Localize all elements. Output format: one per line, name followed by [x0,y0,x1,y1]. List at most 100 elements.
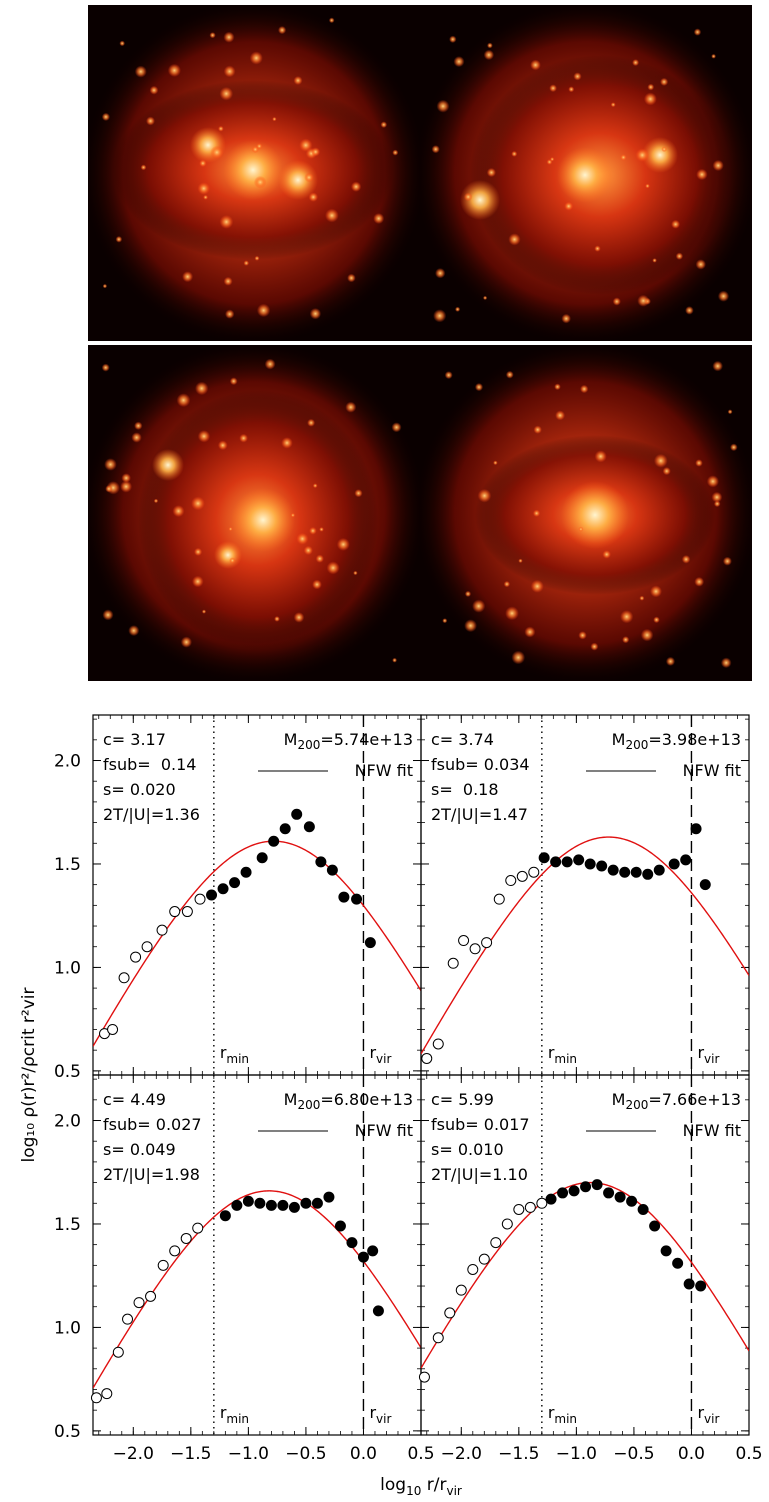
filled-data-point [545,1193,557,1205]
halo-images [88,5,752,681]
filled-data-point [538,852,550,864]
filled-data-point [584,858,596,870]
open-data-point [107,1023,119,1035]
x-tick-label: −2.0 [441,1444,482,1464]
open-data-point [145,1290,157,1302]
s-label: s= 0.049 [103,1140,176,1159]
filled-data-point [364,937,376,949]
mass-prefix: M [284,1090,298,1109]
legend-label: NFW fit [355,1121,413,1140]
halo-render [88,345,420,681]
concentration-label: c= 5.99 [431,1090,494,1109]
filled-data-point [217,883,229,895]
fsub-label: fsub= 0.027 [103,1115,202,1134]
filled-data-point [240,866,252,878]
rmin-label-sub: min [226,1412,249,1426]
filled-data-point [573,854,585,866]
filled-data-point [303,821,315,833]
open-data-point [169,906,181,918]
filled-data-point [291,808,303,820]
nfw-fit-curve [421,836,749,1055]
filled-data-point [279,823,291,835]
rvir-label-sub: vir [376,1412,391,1426]
x-tick-label: 0.5 [735,1444,762,1464]
x-tick-label: 0.5 [407,1444,434,1464]
rvir-label-sub: vir [704,1412,719,1426]
open-data-point [192,1222,204,1234]
filled-data-point [323,1191,335,1203]
filled-data-point [351,893,363,905]
open-data-point [432,1038,444,1050]
filled-data-point [695,1280,707,1292]
concentration-label: c= 3.74 [431,730,494,749]
panel-4: −2.0 −1.5 −1.0 −0.5 0.0 0.5 rmin rvir c= 5.99 fsu… [418,1074,763,1464]
virial-ratio-label: 2T/|U|=1.98 [103,1165,200,1184]
filled-data-point [690,823,702,835]
open-data-point [467,1263,479,1275]
halo-render [88,5,420,341]
panel-3: 0.5 1.0 1.5 2.0 −2.0 −1.5 −1.0 −0.5 0.0 0.5 rmin rv… [54,1074,435,1464]
mass-prefix: M [612,1090,626,1109]
filled-data-point [683,1278,695,1290]
filled-data-point [357,1251,369,1263]
panel-2: rmin rvir c= 3.74 fsub= 0.034 s= 0.18 2T/|U|=… [420,714,750,1076]
filled-data-point [206,889,218,901]
open-data-point [493,893,505,905]
filled-data-point [591,1179,603,1191]
filled-data-point [367,1245,379,1257]
y-tick-label: 2.0 [54,752,81,772]
open-data-point [469,943,481,955]
y-axis-label: log₁₀ ρ(r)r²/ρcrit r²vir [19,987,39,1162]
open-data-point [130,951,142,963]
open-data-point [156,924,168,936]
x-label-sub2: vir [446,1484,461,1498]
mass-sub: 200 [297,1098,320,1112]
rmin-label: rmin [548,1043,577,1066]
filled-data-point [668,858,680,870]
mass-value: =7.66e+13 [648,1090,741,1109]
filled-data-point [300,1197,312,1209]
filled-data-point [372,1305,384,1317]
halo-image-1 [88,5,420,341]
y-tick-label: 1.0 [54,1318,81,1338]
image-separator [88,341,752,345]
virial-ratio-label: 2T/|U|=1.47 [431,805,528,824]
rmin-label: rmin [220,1043,249,1066]
filled-data-point [660,1245,672,1257]
open-data-point [478,1253,490,1265]
x-tick-label: −1.5 [170,1444,211,1464]
y-tick-label: 0.5 [54,1062,81,1082]
halo-render [420,5,752,341]
filled-data-point [649,1220,661,1232]
nfw-fit-curve [93,1190,421,1389]
s-label: s= 0.18 [431,780,499,799]
open-data-point [133,1297,145,1309]
filled-data-point [268,835,280,847]
mass-prefix: M [284,730,298,749]
filled-data-point [242,1195,254,1207]
filled-data-point [637,1203,649,1215]
filled-data-point [254,1197,266,1209]
concentration-label: c= 3.17 [103,730,166,749]
filled-data-point [311,1197,323,1209]
nfw-fit-curve [421,1181,749,1369]
mass-value: =6.80e+13 [320,1090,413,1109]
rvir-label: rvir [369,1403,391,1426]
y-tick-label: 0.5 [54,1422,81,1442]
x-tick-label: −1.5 [498,1444,539,1464]
x-tick-label: 0.0 [678,1444,705,1464]
filled-data-point [288,1201,300,1213]
mass-sub: 200 [625,738,648,752]
open-data-point [505,875,517,887]
s-label: s= 0.010 [431,1140,504,1159]
x-tick-label: 0.0 [350,1444,377,1464]
filled-data-point [315,856,327,868]
rmin-label-sub: min [226,1052,249,1066]
y-tick-label: 1.5 [54,1215,81,1235]
open-data-point [432,1332,444,1344]
filled-data-point [338,891,350,903]
filled-data-point [619,866,631,878]
s-label: s= 0.020 [103,780,176,799]
filled-data-point [219,1210,231,1222]
rmin-label-sub: min [554,1412,577,1426]
